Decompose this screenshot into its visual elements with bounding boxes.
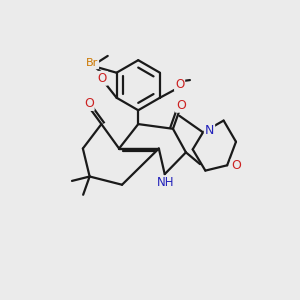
Text: O: O: [98, 72, 107, 85]
Text: O: O: [176, 99, 186, 112]
Text: N: N: [205, 124, 214, 137]
Text: O: O: [84, 97, 94, 110]
Text: NH: NH: [157, 176, 174, 190]
Text: Br: Br: [86, 58, 98, 68]
Text: O: O: [232, 159, 242, 172]
Text: O: O: [175, 78, 184, 91]
